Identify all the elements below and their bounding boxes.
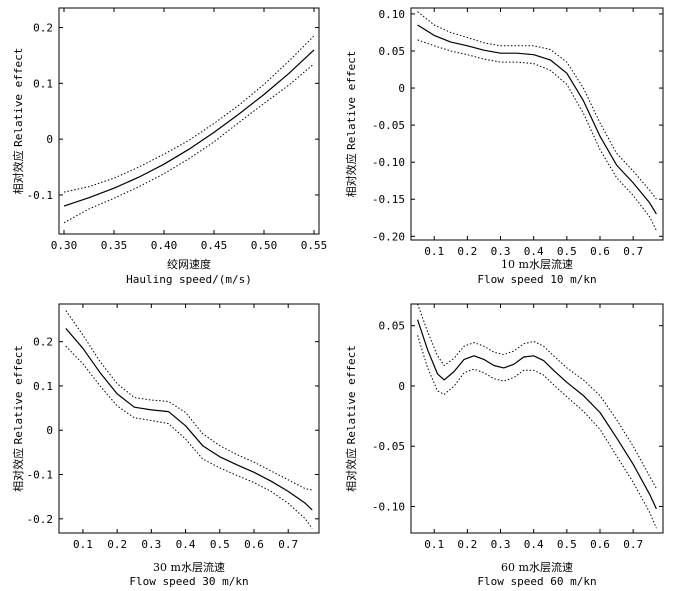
x-tick-label: 0.50 — [251, 239, 278, 252]
x-tick-label: 0.6 — [244, 538, 264, 551]
x-axis-label-cn: 绞网速度 — [167, 257, 211, 271]
series-upper-line — [63, 35, 315, 193]
x-tick-label: 0.55 — [301, 239, 328, 252]
x-axis-label-cn: 60 m水层流速 — [501, 560, 573, 574]
y-tick-label: -0.1 — [27, 469, 54, 482]
series-fit-line — [63, 49, 315, 207]
x-axis-label-cn: 10 m水层流速 — [501, 257, 573, 271]
y-tick-label: -0.10 — [372, 500, 405, 513]
y-axis-label: 相对效应 Relative effect — [11, 345, 25, 492]
plot-frame — [410, 7, 664, 241]
y-tick-label: 0.10 — [379, 8, 406, 21]
chart-panel-3: 0.1 0.2 0.3 0.4 0.5 0.6 0.7 -0.2 -0.1 0 0.1 0.2 30 m… — [11, 303, 320, 588]
x-tick-label: 0.3 — [491, 538, 511, 551]
x-tick-label: 0.2 — [107, 538, 127, 551]
x-tick-label: 0.4 — [524, 538, 544, 551]
x-axis-label-en: Flow speed 60 m/kn — [477, 575, 596, 588]
plot-frame — [58, 303, 320, 534]
series-fit-line — [65, 328, 313, 511]
series-lower-line — [417, 39, 657, 231]
y-axis-label-en: Relative effect — [345, 345, 358, 444]
y-axis-label: 相对效应 Relative effect — [344, 51, 358, 198]
x-tick-label: 0.2 — [457, 245, 477, 258]
plot-frame — [58, 7, 320, 235]
y-tick-label: -0.20 — [372, 230, 405, 243]
y-tick-label: -0.1 — [27, 189, 54, 202]
x-tick-label: 0.7 — [623, 538, 643, 551]
y-tick-label: 0.2 — [33, 336, 53, 349]
y-tick-label: -0.15 — [372, 193, 405, 206]
series-lower-line — [63, 63, 315, 224]
y-axis-label-en: Relative effect — [12, 48, 25, 147]
y-axis-label-en: Relative effect — [345, 51, 358, 150]
x-axis-label-en: Flow speed 10 m/kn — [477, 273, 596, 286]
y-axis-label: 相对效应 Relative effect — [11, 48, 25, 195]
y-axis-label-cn: 相对效应 — [11, 444, 25, 492]
series-fit-line — [417, 319, 657, 510]
series-upper-line — [417, 11, 657, 200]
x-axis-label-cn: 30 m水层流速 — [153, 560, 225, 574]
x-axis-label-en: Hauling speed/(m/s) — [126, 273, 252, 286]
x-tick-label: 0.6 — [590, 538, 610, 551]
y-tick-label: -0.2 — [27, 513, 54, 526]
x-tick-label: 0.7 — [623, 245, 643, 258]
y-tick-label: 0.05 — [379, 320, 406, 333]
y-axis-label-cn: 相对效应 — [344, 444, 358, 492]
x-tick-label: 0.4 — [176, 538, 196, 551]
series-fit-line — [417, 24, 657, 215]
x-tick-label: 0.5 — [557, 245, 577, 258]
x-axis-label-en: Flow speed 30 m/kn — [129, 575, 248, 588]
y-tick-label: 0.05 — [379, 45, 406, 58]
plot-frame — [410, 303, 664, 534]
x-tick-label: 0.3 — [491, 245, 511, 258]
y-tick-label: 0.1 — [33, 77, 53, 90]
y-tick-label: -0.10 — [372, 156, 405, 169]
x-tick-label: 0.6 — [590, 245, 610, 258]
y-axis-label-cn: 相对效应 — [11, 147, 25, 195]
x-tick-label: 0.1 — [424, 245, 444, 258]
series-lower-line — [65, 345, 313, 529]
x-tick-label: 0.4 — [524, 245, 544, 258]
y-tick-label: 0 — [46, 133, 53, 146]
x-tick-label: 0.1 — [73, 538, 93, 551]
chart-panel-2: 0.1 0.2 0.3 0.4 0.5 0.6 0.7 -0.20 -0.15 -0.10 -0.0… — [344, 7, 664, 286]
series-upper-line — [417, 303, 657, 489]
x-tick-label: 0.7 — [278, 538, 298, 551]
x-tick-label: 0.35 — [101, 239, 128, 252]
y-tick-label: -0.05 — [372, 119, 405, 132]
x-tick-label: 0.40 — [151, 239, 178, 252]
x-tick-label: 0.5 — [557, 538, 577, 551]
series-upper-line — [65, 310, 313, 491]
y-tick-label: 0 — [398, 380, 405, 393]
x-tick-label: 0.5 — [210, 538, 230, 551]
x-tick-label: 0.45 — [201, 239, 228, 252]
y-tick-label: 0.1 — [33, 380, 53, 393]
y-tick-label: 0 — [46, 424, 53, 437]
x-tick-label: 0.2 — [457, 538, 477, 551]
x-tick-label: 0.1 — [424, 538, 444, 551]
chart-panel-1: 0.30 0.35 0.40 0.45 0.50 0.55 -0.1 0 0.1 0.2 绞网速度 H… — [11, 7, 328, 286]
y-tick-label: -0.05 — [372, 440, 405, 453]
x-tick-label: 0.30 — [51, 239, 78, 252]
x-tick-label: 0.3 — [141, 538, 161, 551]
y-tick-label: 0.2 — [33, 22, 53, 35]
chart-panel-4: 0.1 0.2 0.3 0.4 0.5 0.6 0.7 -0.10 -0.05 0 0.05 60 m… — [344, 303, 664, 588]
y-axis-label-cn: 相对效应 — [344, 150, 358, 198]
y-tick-label: 0 — [398, 82, 405, 95]
series-lower-line — [417, 335, 657, 529]
y-axis-label: 相对效应 Relative effect — [344, 345, 358, 492]
y-axis-label-en: Relative effect — [12, 345, 25, 444]
